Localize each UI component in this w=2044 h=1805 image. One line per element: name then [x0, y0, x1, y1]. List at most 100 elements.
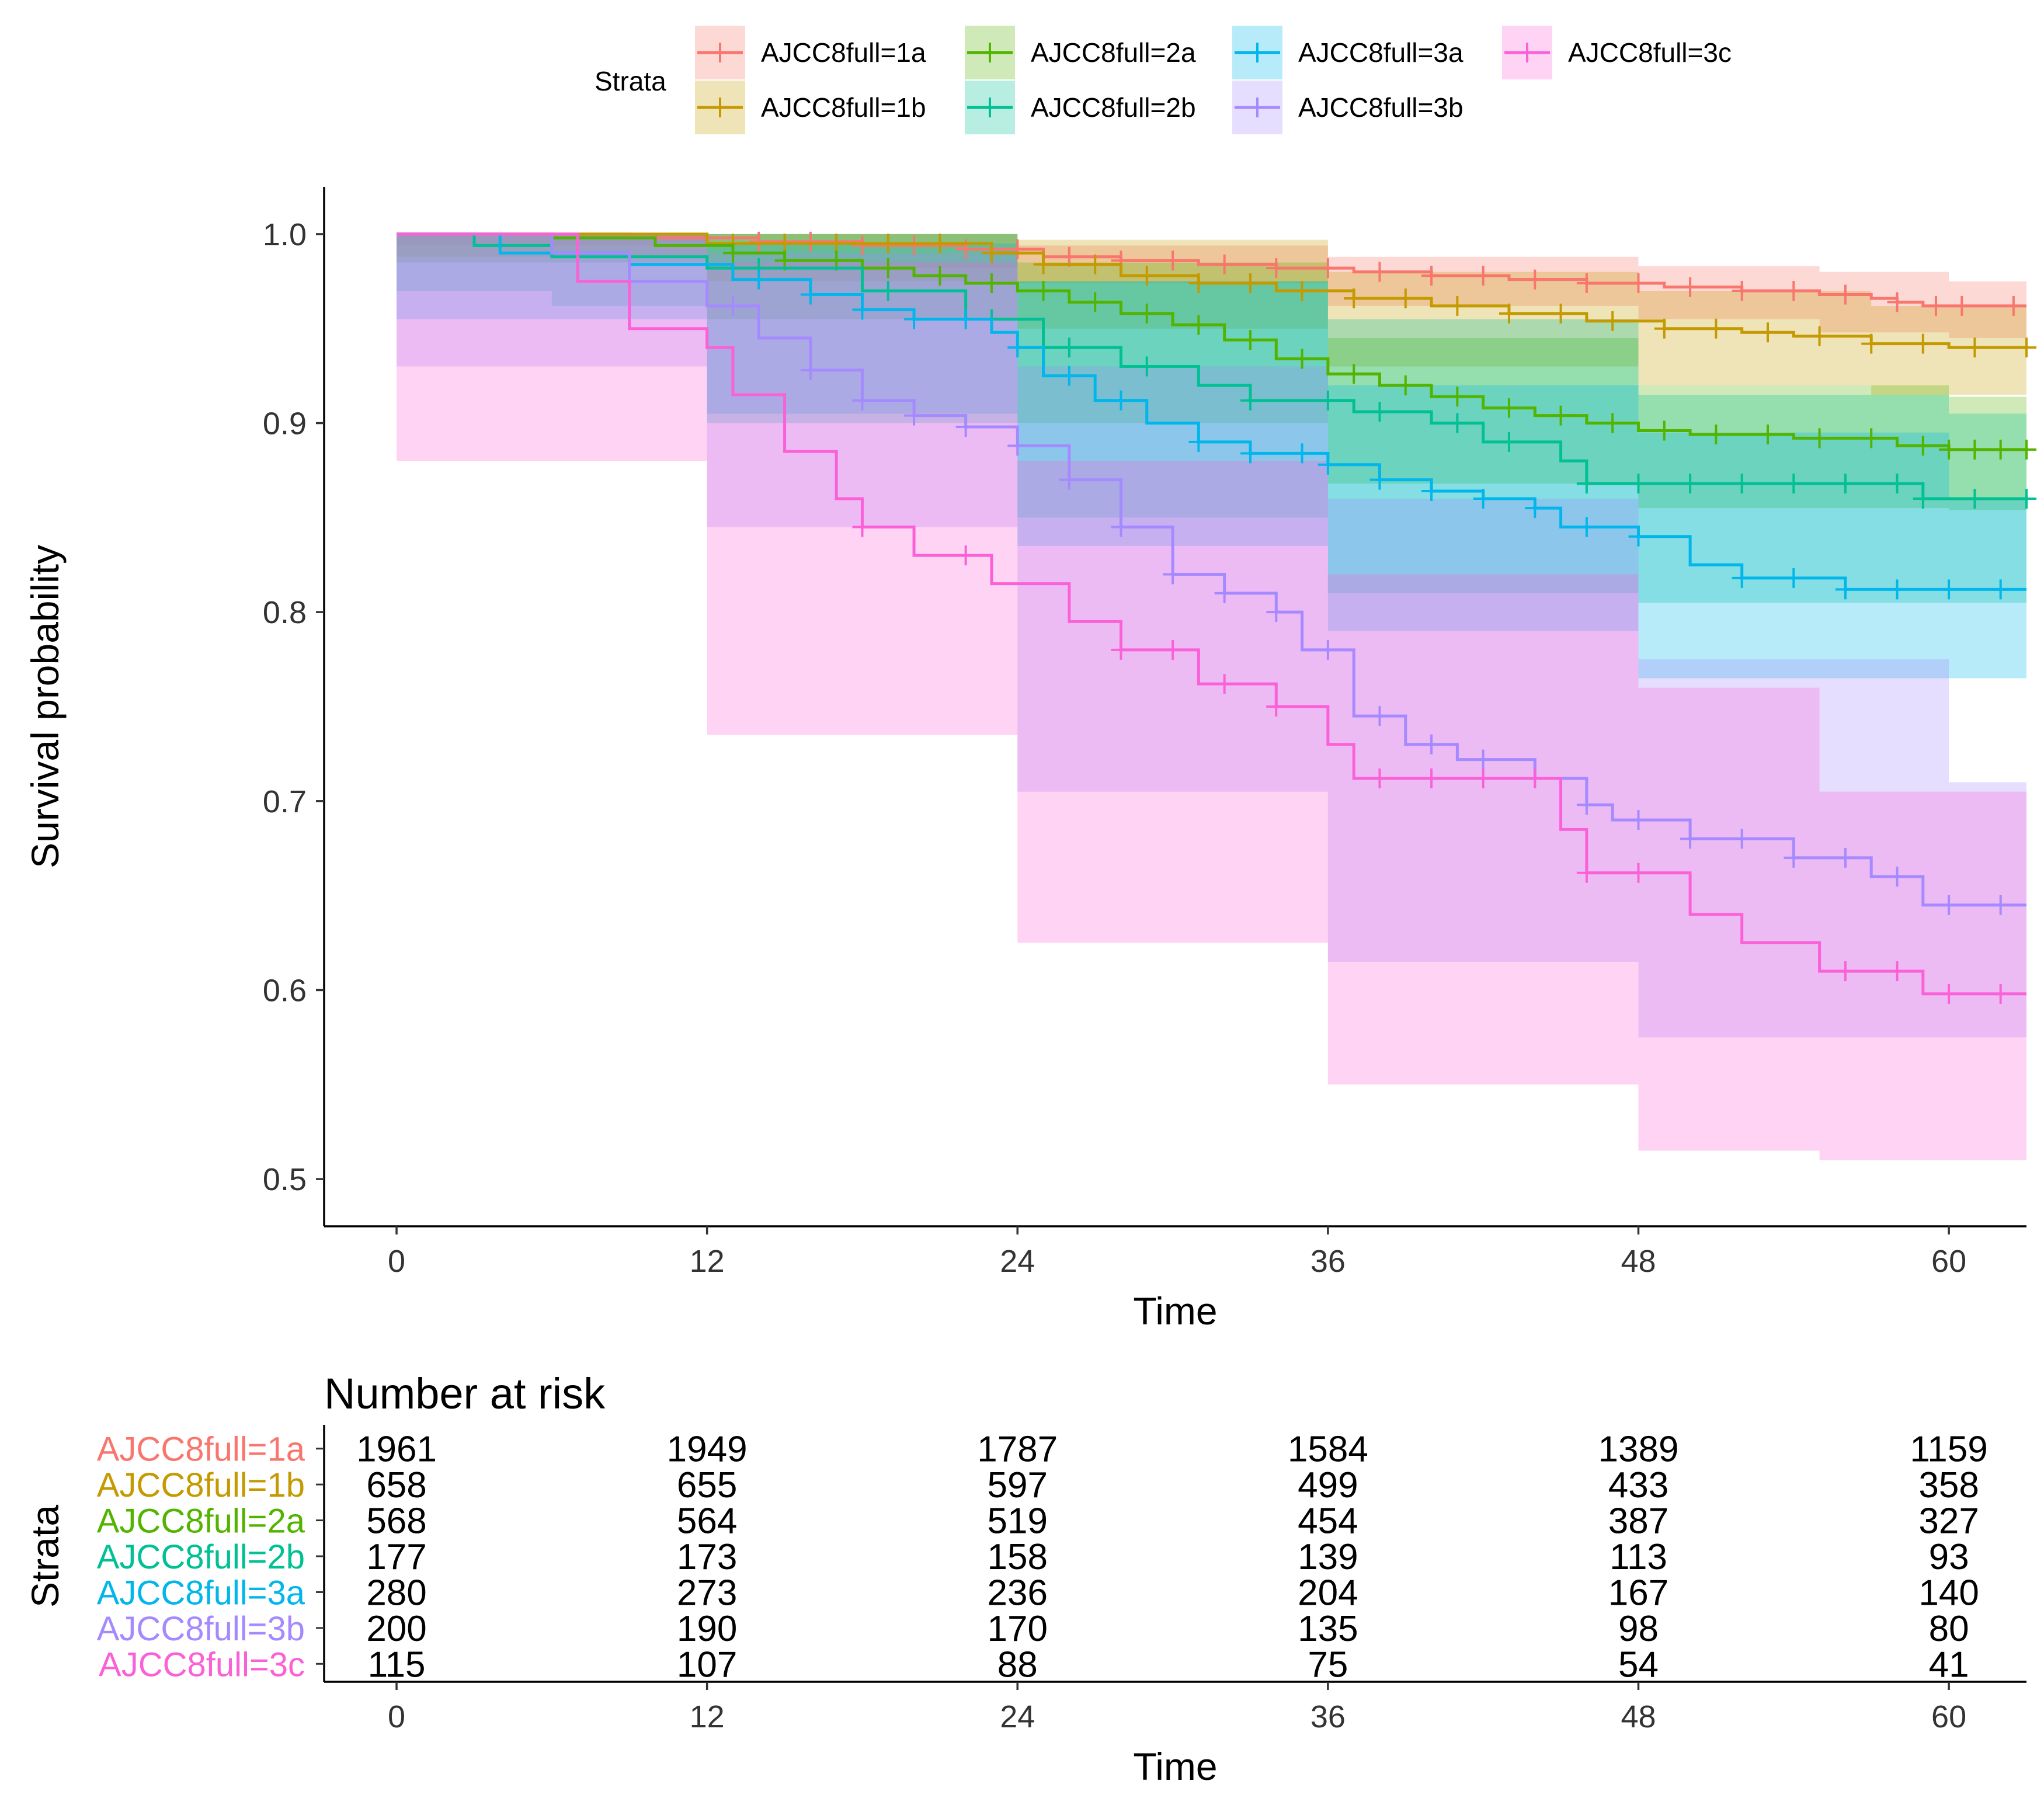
censor-mark-6-11	[1628, 862, 1649, 883]
censor-mark-6-3	[1163, 639, 1183, 660]
censor-mark-6-2	[1111, 639, 1131, 660]
censor-mark-1-24	[1965, 338, 1985, 358]
censor-mark-4-20	[1835, 579, 1855, 600]
risk-x-tick-label-3: 36	[1310, 1699, 1346, 1734]
censor-mark-5-3	[904, 405, 924, 426]
censor-mark-4-4	[955, 309, 976, 329]
censor-mark-5-19	[1732, 829, 1752, 849]
y-tick-label-4: 0.9	[263, 406, 307, 441]
risk-cell-4-3: 204	[1298, 1573, 1358, 1613]
legend-title: Strata	[595, 66, 666, 96]
censor-mark-2-5	[981, 273, 1002, 294]
censor-mark-2-13	[1395, 375, 1416, 395]
risk-cell-6-5: 41	[1929, 1644, 1969, 1685]
legend-key-mark-0	[710, 43, 730, 62]
legend-key-mark-3	[980, 98, 1000, 117]
censor-mark-6-8	[1473, 768, 1493, 788]
censor-mark-6-4	[1214, 674, 1235, 694]
legend-label-3: AJCC8full=2b	[1031, 92, 1196, 123]
censor-mark-5-8	[1163, 564, 1183, 585]
censor-mark-6-6	[1369, 768, 1390, 788]
censor-mark-5-11	[1318, 639, 1338, 660]
censor-mark-2-19	[1706, 424, 1726, 444]
risk-x-tick-label-4: 48	[1621, 1699, 1656, 1734]
risk-row-label-4: AJCC8full=3a	[97, 1574, 305, 1612]
legend-key-mark-1	[710, 98, 730, 117]
censor-mark-5-21	[1835, 847, 1855, 868]
censor-mark-2-9	[1188, 315, 1209, 335]
x-tick-label-5: 60	[1931, 1244, 1966, 1279]
censor-mark-2-23	[1913, 436, 1933, 456]
legend-key-mark-4	[1247, 43, 1267, 62]
censor-mark-0-10	[1266, 258, 1287, 279]
censor-mark-4-15	[1525, 498, 1545, 519]
censor-mark-5-22	[1887, 867, 1907, 887]
censor-mark-0-12	[1369, 262, 1390, 282]
censor-mark-4-8	[1188, 432, 1209, 452]
censor-mark-0-3	[904, 235, 924, 256]
risk-table-title: Number at risk	[324, 1369, 606, 1418]
censor-mark-5-20	[1784, 847, 1804, 868]
censor-mark-0-15	[1525, 269, 1545, 290]
censor-mark-6-14	[1939, 983, 1959, 1004]
censor-mark-6-7	[1421, 768, 1442, 788]
risk-cell-5-5: 80	[1929, 1609, 1969, 1649]
censor-mark-2-14	[1447, 387, 1468, 407]
censor-mark-1-25	[2017, 338, 2036, 358]
censor-mark-4-9	[1240, 443, 1260, 464]
censor-mark-2-8	[1136, 303, 1157, 324]
censor-mark-6-12	[1835, 961, 1855, 982]
censor-mark-0-23	[1925, 295, 1946, 316]
risk-cell-3-0: 177	[366, 1537, 426, 1577]
y-tick-label-0: 0.5	[263, 1162, 307, 1197]
censor-mark-2-22	[1861, 428, 1882, 448]
censor-mark-4-7	[1111, 390, 1131, 411]
censor-mark-0-5	[1007, 239, 1028, 259]
risk-cell-2-1: 564	[677, 1501, 737, 1542]
censor-mark-2-7	[1085, 292, 1106, 312]
legend-key-mark-5	[1247, 98, 1267, 117]
censor-mark-0-0	[749, 231, 769, 252]
risk-x-tick-label-0: 0	[388, 1699, 405, 1734]
censor-mark-1-15	[1499, 303, 1519, 324]
censor-mark-4-2	[852, 300, 872, 320]
y-axis-title: Survival probability	[23, 545, 67, 868]
censor-mark-6-10	[1576, 862, 1597, 883]
risk-cell-1-2: 597	[988, 1465, 1048, 1505]
censor-mark-4-14	[1473, 489, 1493, 509]
censor-mark-4-19	[1784, 568, 1804, 588]
censor-mark-4-23	[1990, 579, 2011, 600]
risk-cell-6-1: 107	[677, 1644, 737, 1685]
censor-mark-2-11	[1292, 349, 1312, 369]
risk-cell-6-0: 115	[368, 1644, 426, 1685]
censor-mark-3-9	[1499, 432, 1519, 452]
censor-mark-5-23	[1939, 895, 1959, 915]
censor-mark-2-21	[1809, 428, 1830, 448]
risk-row-label-3: AJCC8full=2b	[97, 1538, 305, 1576]
censor-mark-4-21	[1887, 579, 1907, 600]
censor-mark-5-13	[1421, 734, 1442, 754]
risk-cell-6-4: 54	[1618, 1644, 1659, 1685]
censor-mark-5-2	[852, 390, 872, 411]
censor-mark-5-17	[1628, 810, 1649, 830]
risk-cell-0-4: 1389	[1598, 1430, 1679, 1470]
censor-mark-3-3	[1059, 338, 1079, 358]
risk-cell-4-4: 167	[1608, 1573, 1668, 1613]
censor-mark-3-11	[1628, 474, 1649, 494]
censor-mark-2-3	[878, 258, 898, 279]
risk-row-label-1: AJCC8full=1b	[97, 1466, 305, 1504]
risk-cell-0-0: 1961	[356, 1430, 437, 1470]
censor-mark-1-11	[1292, 281, 1312, 301]
censor-mark-5-9	[1214, 583, 1235, 603]
censor-mark-1-13	[1395, 288, 1416, 308]
censor-mark-3-18	[1965, 489, 1985, 509]
x-axis-title: Time	[1133, 1289, 1217, 1333]
censor-mark-6-5	[1266, 697, 1287, 717]
censor-mark-2-24	[1939, 439, 1959, 460]
censor-mark-3-15	[1835, 474, 1855, 494]
risk-row-label-2: AJCC8full=2a	[97, 1503, 305, 1540]
risk-cell-1-5: 358	[1918, 1465, 1979, 1505]
censor-mark-6-13	[1887, 961, 1907, 982]
survival-curve-0	[397, 232, 2026, 308]
censor-mark-4-17	[1628, 526, 1649, 547]
